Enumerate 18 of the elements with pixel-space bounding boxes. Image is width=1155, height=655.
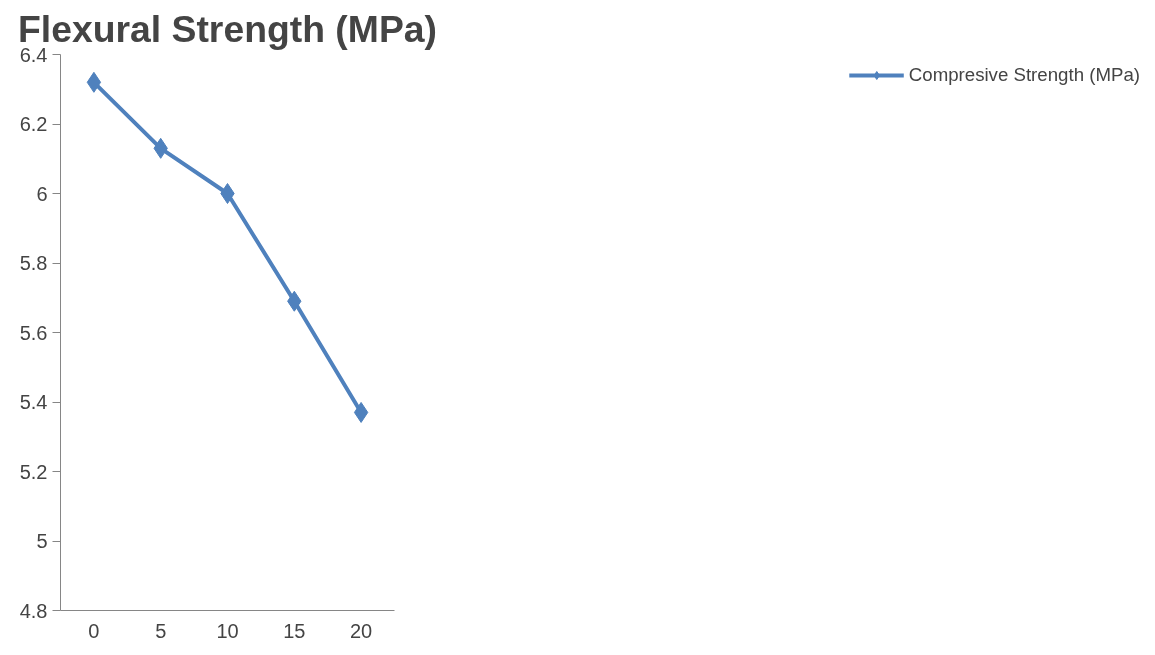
y-tick-label: 6.4: [19, 43, 48, 66]
x-tick-label: 20: [349, 619, 373, 642]
y-tick-label: 5: [36, 530, 48, 552]
x-tick-label: 5: [155, 619, 167, 642]
legend-label: Compresive Strength (MPa): [908, 64, 1140, 86]
point: [220, 183, 235, 204]
y-tick-label: 5.6: [19, 321, 48, 344]
x-tick-label: 0: [88, 619, 100, 642]
point: [86, 71, 102, 93]
point: [353, 401, 369, 423]
y-tick-label: 6.2: [19, 113, 48, 135]
y-tick-label: 6: [36, 182, 48, 205]
y-tick-label: 4.8: [19, 599, 48, 622]
x-tick-label: 10: [216, 619, 239, 642]
y-tick-label: 5.8: [19, 252, 48, 274]
y-tick-label: 5.4: [19, 391, 48, 413]
x-tick-label: 15: [283, 619, 306, 642]
y-tick-label: 5.2: [19, 460, 48, 483]
